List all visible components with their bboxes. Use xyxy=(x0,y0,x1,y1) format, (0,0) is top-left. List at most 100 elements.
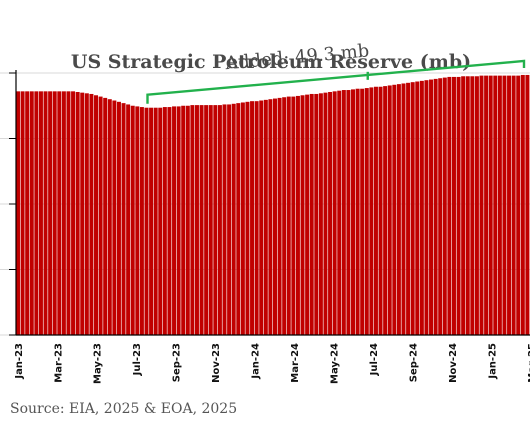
bar xyxy=(341,90,346,335)
bar xyxy=(162,107,167,335)
bar xyxy=(263,99,268,335)
bar xyxy=(167,107,172,335)
bar xyxy=(507,75,512,336)
bar xyxy=(158,107,163,336)
bar xyxy=(429,79,434,335)
bar xyxy=(484,75,489,336)
bar xyxy=(383,86,388,335)
bar xyxy=(332,91,337,335)
bar xyxy=(502,75,507,336)
bar xyxy=(273,98,277,335)
x-tick-label: May-24 xyxy=(330,343,341,384)
bar xyxy=(465,76,470,336)
bar xyxy=(25,91,30,335)
bar xyxy=(525,74,530,336)
bar xyxy=(144,107,149,336)
bar xyxy=(474,76,479,336)
bar xyxy=(351,89,356,336)
bar xyxy=(433,78,438,335)
bar xyxy=(240,102,245,335)
bar xyxy=(318,93,323,335)
bar xyxy=(369,87,374,335)
bar xyxy=(61,91,66,335)
x-tick-label: Mar-23 xyxy=(53,343,64,383)
bar xyxy=(295,95,300,336)
bar xyxy=(337,90,342,335)
bar xyxy=(328,92,333,335)
bar xyxy=(392,84,397,335)
bar xyxy=(442,77,447,335)
bar xyxy=(185,105,190,335)
bar xyxy=(254,101,259,335)
bar xyxy=(415,81,420,335)
x-tick-label: Sep-24 xyxy=(409,343,420,382)
x-tick-label: Jan-24 xyxy=(251,343,262,380)
bar xyxy=(245,101,250,335)
bar xyxy=(43,91,48,335)
bar xyxy=(309,93,314,336)
bar xyxy=(451,76,456,336)
bar xyxy=(80,92,85,336)
x-tick-label: Mar-25 xyxy=(527,343,530,383)
bar xyxy=(139,107,144,335)
bar xyxy=(488,75,493,336)
bar xyxy=(419,80,424,335)
bar xyxy=(520,74,525,336)
bar xyxy=(16,91,20,335)
x-tick-label: Nov-23 xyxy=(211,343,222,383)
bar xyxy=(116,101,121,335)
bar xyxy=(346,90,351,335)
bar xyxy=(29,91,34,335)
bar xyxy=(355,88,360,335)
bar xyxy=(493,75,498,336)
bar xyxy=(135,106,140,336)
bar xyxy=(378,86,383,335)
bar xyxy=(387,85,392,335)
bar xyxy=(71,91,76,335)
x-tick-label: Nov-24 xyxy=(448,343,459,383)
bar xyxy=(314,93,319,336)
bar xyxy=(511,75,516,336)
bar xyxy=(424,80,429,335)
bar xyxy=(94,95,99,336)
bar xyxy=(57,91,62,335)
bar xyxy=(172,106,177,336)
bar xyxy=(286,96,291,335)
x-tick-label: Jul-23 xyxy=(132,343,143,376)
bar xyxy=(259,100,264,335)
bar xyxy=(204,105,209,335)
bar xyxy=(479,75,484,336)
bar xyxy=(323,92,328,336)
bar xyxy=(396,84,401,335)
bar xyxy=(268,99,273,335)
bar xyxy=(282,97,287,336)
bar xyxy=(181,105,186,335)
bar xyxy=(34,91,39,335)
bar xyxy=(121,103,126,335)
bar xyxy=(112,100,117,335)
x-tick-label: Jan-25 xyxy=(487,343,498,380)
bar xyxy=(153,107,158,336)
bar xyxy=(84,93,89,335)
bar xyxy=(401,83,406,335)
x-tick-label: May-23 xyxy=(93,343,104,384)
x-tick-label: Jul-24 xyxy=(369,343,380,376)
bar xyxy=(89,93,94,336)
bar xyxy=(360,88,365,335)
bar xyxy=(300,95,305,336)
added-bracket xyxy=(146,59,526,104)
bar xyxy=(305,94,310,336)
bar xyxy=(227,104,232,335)
bar xyxy=(66,91,71,335)
bar xyxy=(410,82,415,335)
bar xyxy=(38,91,43,335)
bar xyxy=(75,92,80,335)
bar xyxy=(213,105,218,335)
chart-title: US Strategic Petroleum Reserve (mb) xyxy=(71,51,471,73)
bar xyxy=(236,103,241,335)
bar xyxy=(516,75,521,336)
bar xyxy=(364,88,369,335)
bar xyxy=(130,105,135,335)
bar xyxy=(447,76,452,336)
bar xyxy=(470,76,475,336)
